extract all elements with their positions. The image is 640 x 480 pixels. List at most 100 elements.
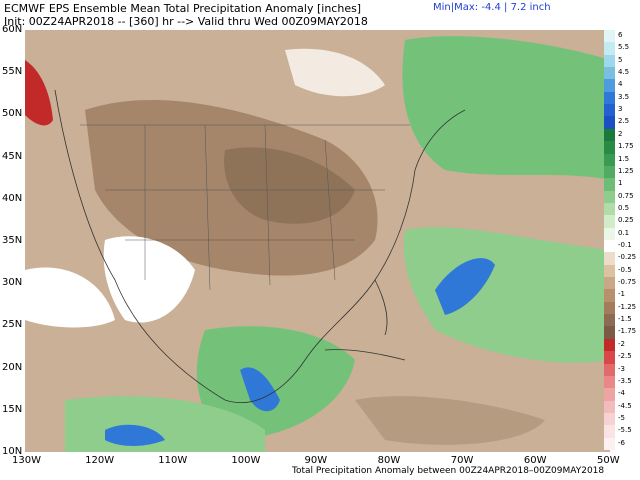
colorbar-swatch bbox=[604, 91, 615, 105]
colorbar-swatch bbox=[604, 264, 615, 278]
colorbar-swatch bbox=[604, 412, 615, 426]
colorbar-label: -1.5 bbox=[618, 315, 632, 324]
wet-anomaly-atlantic bbox=[404, 227, 610, 363]
colorbar-swatch bbox=[604, 301, 615, 315]
colorbar-swatch bbox=[604, 67, 615, 80]
colorbar-label: -1.25 bbox=[618, 302, 637, 311]
longitude-label: 90W bbox=[304, 455, 328, 466]
longitude-label: 110W bbox=[158, 455, 188, 466]
colorbar-label: -3 bbox=[618, 364, 625, 373]
colorbar-swatch bbox=[604, 400, 615, 413]
political-borders bbox=[80, 124, 410, 291]
latitude-label: 40N bbox=[2, 192, 23, 204]
colorbar-label: -0.25 bbox=[618, 253, 637, 262]
near-normal-pacific bbox=[25, 267, 115, 328]
colorbar-label: 4.5 bbox=[618, 68, 630, 77]
colorbar-label: 1.75 bbox=[618, 142, 634, 151]
map-title: ECMWF EPS Ensemble Mean Total Precipitat… bbox=[4, 2, 362, 15]
map-subtitle: Init: 00Z24APR2018 -- [360] hr --> Valid… bbox=[4, 15, 368, 28]
colorbar-label: -0.75 bbox=[618, 278, 637, 287]
colorbar-label: -5.5 bbox=[618, 426, 632, 435]
longitude-label: 130W bbox=[12, 455, 41, 466]
latitude-label: 35N bbox=[2, 235, 23, 246]
colorbar-label: -4.5 bbox=[618, 401, 632, 410]
latitude-label: 25N bbox=[2, 319, 23, 331]
colorbar-label: 0.1 bbox=[618, 228, 630, 237]
colorbar-swatch bbox=[604, 326, 615, 339]
colorbar-swatch bbox=[604, 79, 615, 92]
colorbar-swatch bbox=[604, 252, 615, 265]
colorbar-swatch bbox=[604, 289, 615, 302]
latitude-label: 55N bbox=[2, 66, 23, 78]
colorbar-swatch bbox=[604, 42, 615, 55]
longitude-label: 60W bbox=[523, 455, 547, 466]
colorbar-swatch bbox=[604, 425, 615, 438]
colorbar-swatch bbox=[604, 277, 615, 290]
heavy-wet-pacific-south bbox=[105, 424, 165, 446]
colorbar-label: 1.25 bbox=[618, 166, 634, 175]
dry-anomaly-northern-plains bbox=[224, 147, 355, 224]
colorbar-swatch bbox=[604, 153, 615, 166]
dry-anomaly-caribbean bbox=[355, 396, 545, 445]
colorbar-label: -1 bbox=[618, 290, 625, 299]
colorbar-label: -2 bbox=[618, 339, 625, 348]
colorbar-label: -1.75 bbox=[618, 327, 637, 336]
colorbar-label: -2.5 bbox=[618, 352, 632, 361]
colorbar-label: 1.5 bbox=[618, 154, 630, 163]
colorbar-label: -6 bbox=[618, 438, 625, 447]
colorbar-swatch bbox=[604, 375, 615, 389]
colorbar-swatch bbox=[604, 178, 615, 191]
latitude-label: 30N bbox=[2, 277, 23, 289]
colorbar-label: 0.75 bbox=[618, 191, 634, 200]
coastline-north-america bbox=[54, 89, 466, 403]
colorbar-label: 5 bbox=[618, 55, 623, 64]
colorbar-label: -3.5 bbox=[618, 376, 632, 385]
colorbar-label: 3.5 bbox=[618, 92, 630, 101]
longitude-label: 50W bbox=[597, 455, 620, 466]
colorbar-swatch bbox=[604, 104, 615, 117]
colorbar-label: 2 bbox=[618, 129, 623, 138]
latitude-label: 20N bbox=[2, 361, 23, 373]
colorbar-swatch bbox=[604, 314, 615, 327]
latitude-label: 50N bbox=[2, 108, 23, 120]
colorbar-label: 5.5 bbox=[618, 43, 630, 52]
colorbar-label: 3 bbox=[618, 105, 623, 114]
colorbar-label: -0.5 bbox=[618, 265, 632, 274]
longitude-label: 80W bbox=[377, 455, 401, 466]
colorbar-swatch bbox=[604, 54, 615, 68]
longitude-label: 100W bbox=[231, 455, 261, 466]
colorbar-label: 2.5 bbox=[618, 117, 630, 126]
wet-anomaly-eastern-canada bbox=[402, 36, 610, 180]
colorbar bbox=[604, 30, 615, 450]
coastline-florida bbox=[374, 279, 388, 336]
colorbar-swatch bbox=[604, 116, 615, 129]
colorbar-swatch bbox=[604, 437, 615, 450]
colorbar-swatch bbox=[604, 215, 615, 228]
heavy-wet-atlantic bbox=[435, 258, 495, 315]
colorbar-swatch bbox=[604, 363, 615, 376]
extreme-dry-pacific-northwest bbox=[25, 60, 53, 126]
heavy-wet-mexico bbox=[240, 367, 280, 412]
latitude-label: 60N bbox=[2, 24, 23, 35]
colorbar-swatch bbox=[604, 30, 615, 43]
colorbar-swatch bbox=[604, 128, 615, 142]
coastline-cuba bbox=[324, 349, 406, 361]
minmax-readout: Min|Max: -4.4 | 7.2 inch bbox=[433, 2, 551, 13]
colorbar-label: 0.25 bbox=[618, 216, 634, 225]
colorbar-label: 4 bbox=[618, 80, 623, 89]
colorbar-swatch bbox=[604, 388, 615, 401]
colorbar-swatch bbox=[604, 338, 615, 352]
near-normal-north bbox=[285, 48, 385, 97]
near-normal-west bbox=[103, 236, 195, 323]
colorbar-swatch bbox=[604, 165, 615, 179]
latitude-label: 15N bbox=[2, 403, 23, 415]
map-footer: Total Precipitation Anomaly between 00Z2… bbox=[292, 466, 605, 476]
colorbar-swatch bbox=[604, 190, 615, 203]
longitude-label: 70W bbox=[450, 455, 474, 466]
colorbar-swatch bbox=[604, 202, 615, 216]
longitude-label: 120W bbox=[85, 455, 115, 466]
colorbar-swatch bbox=[604, 351, 615, 364]
wet-anomaly-gulf-mexico bbox=[196, 326, 355, 440]
colorbar-label: -5 bbox=[618, 413, 625, 422]
colorbar-label: 6 bbox=[618, 31, 623, 39]
